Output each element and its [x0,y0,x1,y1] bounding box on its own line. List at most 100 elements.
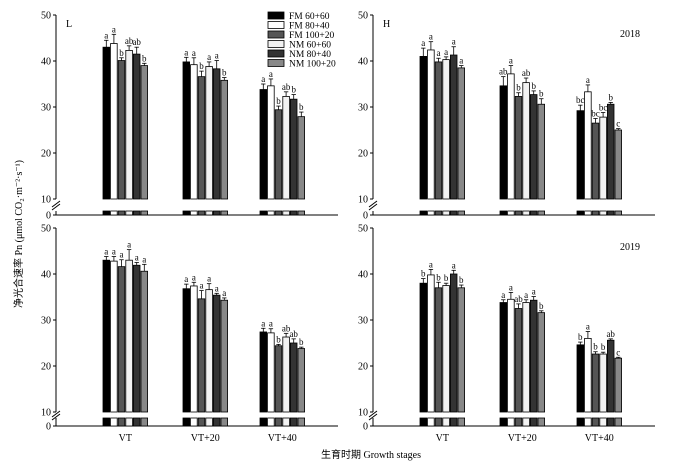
bar [449,54,458,200]
bar-stub [205,417,213,427]
bar [259,331,267,413]
bar-stub [182,210,190,216]
panel-tag: L [66,19,72,30]
bar-stub [102,417,110,427]
bar-stub [190,417,198,427]
significance-letter: a [142,254,146,264]
legend-swatch [267,49,285,58]
significance-letter: b [593,342,598,352]
y-tick-label: 0 [46,422,51,433]
significance-letter: a [524,290,528,300]
bar [282,336,290,413]
bar-stub [282,210,290,216]
y-tick-label: 30 [41,316,51,327]
legend-swatch [267,21,285,29]
bar [537,312,545,413]
bar-stub [449,210,458,216]
bar-stub [449,417,458,427]
bar-stub [522,210,530,216]
y-tick-label: 50 [358,224,368,235]
legend-swatch [267,11,285,20]
bar-stub [259,417,267,427]
significance-letter: a [104,30,108,40]
bar [182,288,190,413]
axis-break-mark [51,203,61,211]
bar [282,96,290,200]
bar-stub [457,417,465,427]
bar [197,298,206,413]
bar [297,116,305,200]
significance-letter: a [509,282,513,292]
significance-letter: b [119,48,124,58]
bar [514,308,523,413]
bar [125,50,133,200]
significance-letter: a [452,260,456,270]
bar-stub [132,417,141,427]
significance-letter: b [142,53,147,63]
bar [599,116,607,200]
y-tick-label: 20 [358,149,368,160]
significance-letter: b [222,68,227,78]
bar-stub [125,417,133,427]
bar [140,270,148,413]
bar-stub [259,210,267,216]
significance-letter: a [222,288,226,298]
significance-letter: b [444,273,449,283]
bar-stub [197,210,206,216]
bar [267,332,275,413]
significance-letter: b [276,334,281,344]
significance-letter: b [459,275,464,285]
bar [614,357,622,413]
bar-stub [117,417,126,427]
bar-stub [117,210,126,216]
bar [117,266,126,413]
significance-letter: ab [514,294,523,304]
bar [530,299,538,413]
bar [102,259,110,413]
significance-letter: a [184,47,188,57]
bar [212,68,221,200]
x-tick-label: VT+20 [191,433,220,444]
bar-stub [289,417,298,427]
bar [591,122,600,200]
y-tick-label: 40 [41,57,51,68]
significance-letter: ab [522,68,531,78]
significance-letter: b [539,301,544,311]
bar [442,285,450,413]
significance-letter: a [192,272,196,282]
bar [584,337,592,413]
bar-stub [282,417,290,427]
panel-year: 2019 [620,242,640,253]
significance-letter: b [578,332,583,342]
significance-letter: a [586,322,590,332]
bar-stub [514,210,523,216]
bar [576,344,584,413]
axis-break-mark [51,200,61,208]
legend-label: NM 80+40 [289,50,331,60]
bar [110,260,118,413]
bar [522,302,530,413]
bar-stub [125,210,133,216]
bar-stub [434,210,443,216]
bar-stub [102,210,110,216]
bar-stub [607,417,615,427]
bar [427,49,435,200]
y-tick-label: 20 [41,362,51,373]
x-tick-label: VT+20 [508,433,537,444]
significance-letter: b [608,92,613,102]
significance-letter: a [200,281,204,291]
bar-stub [289,210,298,216]
significance-letter: a [444,47,448,57]
bar [530,94,538,200]
axis-break-mark [368,203,378,211]
bar-stub [220,210,228,216]
legend-label: NM 60+60 [289,41,331,51]
axis-break-mark [368,413,378,421]
legend-swatch [267,59,285,67]
significance-letter: ab [282,82,291,92]
y-tick-label: 30 [358,103,368,114]
significance-letter: ab [282,323,291,333]
